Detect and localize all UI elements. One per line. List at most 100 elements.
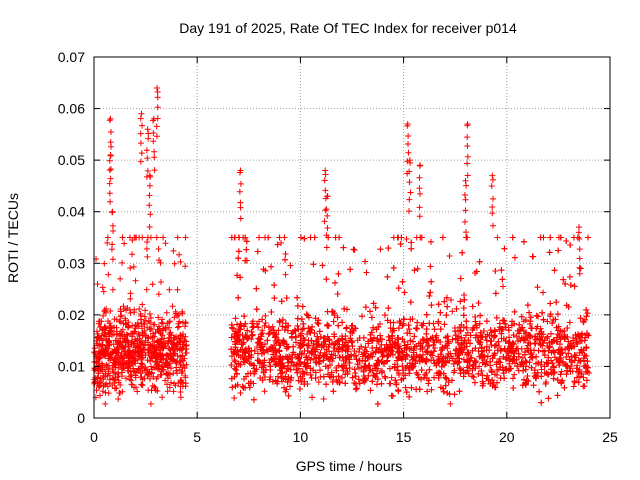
data-point [110, 227, 117, 234]
data-point [431, 374, 438, 381]
data-point [416, 174, 423, 181]
data-point [389, 335, 396, 342]
data-point [321, 335, 328, 342]
data-point [93, 328, 100, 335]
data-point [257, 374, 264, 381]
data-point [151, 333, 158, 340]
y-axis-title: ROTI / TECUs [5, 193, 21, 283]
data-point [435, 372, 442, 379]
data-point [480, 347, 487, 354]
data-point [335, 270, 342, 277]
data-point [124, 349, 131, 356]
data-point [267, 363, 274, 370]
data-point [315, 355, 322, 362]
data-point [472, 334, 479, 341]
data-point [240, 339, 247, 346]
data-point [251, 370, 258, 377]
data-point [117, 313, 124, 320]
data-point [352, 369, 359, 376]
data-point [136, 306, 143, 313]
data-point [326, 337, 333, 344]
data-point [576, 373, 583, 380]
data-point [278, 239, 285, 246]
data-point [135, 330, 142, 337]
data-point [495, 338, 502, 345]
data-point [152, 364, 159, 371]
data-point [138, 110, 145, 117]
data-point [247, 370, 254, 377]
data-point [299, 341, 306, 348]
data-point [110, 359, 117, 366]
data-point [106, 167, 113, 174]
data-point [362, 304, 369, 311]
data-point [406, 330, 413, 337]
data-point [159, 320, 166, 327]
data-point [125, 357, 132, 364]
data-point [107, 323, 114, 330]
data-point [575, 332, 582, 339]
data-point [233, 363, 240, 370]
data-point [144, 167, 151, 174]
data-point [288, 374, 295, 381]
data-point [143, 366, 150, 373]
data-point [271, 282, 278, 289]
data-point [354, 361, 361, 368]
data-point [570, 335, 577, 342]
data-point [459, 349, 466, 356]
data-point [102, 347, 109, 354]
data-point [575, 379, 582, 386]
data-point [133, 234, 140, 241]
data-point [577, 315, 584, 322]
data-point [571, 351, 578, 358]
data-point [550, 364, 557, 371]
data-point [339, 346, 346, 353]
data-point [537, 336, 544, 343]
data-point [347, 266, 354, 273]
data-point [338, 363, 345, 370]
data-point [490, 334, 497, 341]
data-point [151, 148, 158, 155]
data-point [139, 301, 146, 308]
data-point [147, 345, 154, 352]
data-point [438, 363, 445, 370]
data-point [513, 333, 520, 340]
data-point [160, 355, 167, 362]
data-point [502, 356, 509, 363]
data-point [343, 306, 350, 313]
data-point [425, 380, 432, 387]
data-point [479, 359, 486, 366]
data-point [272, 346, 279, 353]
data-point [105, 345, 112, 352]
data-point [547, 330, 554, 337]
data-point [127, 368, 134, 375]
data-point [478, 344, 485, 351]
data-point [413, 369, 420, 376]
data-point [369, 353, 376, 360]
data-point [457, 328, 464, 335]
data-point [518, 335, 525, 342]
data-point [433, 337, 440, 344]
data-point [301, 235, 308, 242]
data-point [583, 313, 590, 320]
data-point [574, 362, 581, 369]
data-point [242, 234, 249, 241]
data-point [549, 360, 556, 367]
data-point [279, 323, 286, 330]
data-point [241, 323, 248, 330]
data-point [139, 325, 146, 332]
data-point [362, 375, 369, 382]
data-point [464, 172, 471, 179]
data-point [146, 182, 153, 189]
data-point [366, 362, 373, 369]
data-point [489, 195, 496, 202]
data-point [144, 155, 151, 162]
data-point [373, 381, 380, 388]
data-point [395, 325, 402, 332]
data-point [404, 352, 411, 359]
data-point [461, 192, 468, 199]
data-point [419, 351, 426, 358]
data-point [312, 348, 319, 355]
data-point [381, 360, 388, 367]
data-point [153, 133, 160, 140]
data-point [182, 234, 189, 241]
